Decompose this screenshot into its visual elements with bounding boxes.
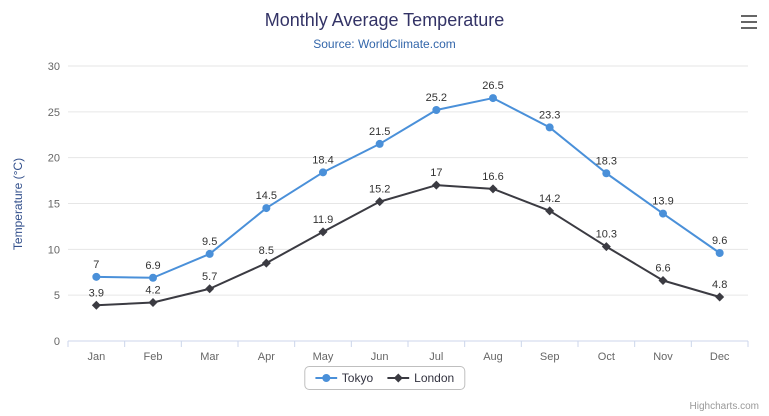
chart-title: Monthly Average Temperature	[264, 10, 505, 30]
x-category-label: Jun	[371, 351, 389, 363]
legend-item-london[interactable]: London	[387, 371, 454, 385]
x-category-label: Apr	[258, 351, 275, 363]
point-marker-tokyo-mar[interactable]	[205, 249, 214, 258]
hamburger-bar	[741, 21, 757, 23]
x-category-label: Oct	[598, 351, 615, 363]
data-label-tokyo-oct: 18.3	[596, 155, 617, 167]
data-label-london-apr: 8.5	[259, 245, 274, 257]
point-marker-tokyo-oct[interactable]	[602, 169, 611, 178]
y-tick-label: 0	[54, 336, 60, 348]
point-marker-tokyo-dec[interactable]	[715, 249, 724, 257]
data-label-tokyo-aug: 26.5	[482, 80, 503, 92]
legend-item-tokyo[interactable]: Tokyo	[314, 371, 374, 385]
x-category-label: Sep	[540, 351, 560, 363]
tokyo-legend-marker-icon	[314, 374, 337, 382]
point-marker-tokyo-aug[interactable]	[489, 94, 497, 103]
y-axis-title: Temperature (°C)	[11, 157, 25, 251]
data-label-tokyo-jan: 7	[93, 259, 99, 271]
credits-link[interactable]: Highcharts.com	[689, 401, 759, 412]
data-label-tokyo-dec: 9.6	[712, 235, 727, 247]
point-marker-tokyo-nov[interactable]	[659, 209, 667, 218]
y-tick-label: 25	[48, 107, 60, 119]
point-marker-london-nov[interactable]	[658, 276, 668, 285]
point-marker-tokyo-feb[interactable]	[149, 273, 157, 282]
x-category-label: Nov	[653, 351, 673, 363]
data-label-tokyo-sep: 23.3	[539, 109, 560, 121]
hamburger-menu-icon[interactable]	[741, 13, 757, 31]
point-marker-london-feb[interactable]	[148, 298, 158, 307]
point-marker-london-mar[interactable]	[205, 284, 215, 294]
data-label-tokyo-apr: 14.5	[256, 190, 277, 202]
legend-label-london: London	[414, 371, 455, 385]
point-marker-london-jun[interactable]	[375, 197, 385, 207]
data-label-london-aug: 16.6	[482, 171, 503, 183]
data-label-london-sep: 14.2	[539, 193, 560, 205]
london-legend-marker-icon	[387, 373, 410, 383]
hamburger-bar	[741, 27, 757, 29]
point-marker-london-jul[interactable]	[431, 180, 441, 190]
point-marker-london-dec[interactable]	[715, 292, 725, 302]
data-label-london-feb: 4.2	[145, 285, 160, 297]
data-label-london-may: 11.9	[313, 214, 334, 226]
x-category-label: Feb	[144, 351, 163, 363]
point-marker-tokyo-sep[interactable]	[545, 123, 554, 132]
data-label-london-dec: 4.8	[712, 279, 727, 291]
point-marker-london-may[interactable]	[318, 227, 328, 237]
x-category-label: Mar	[200, 351, 219, 363]
series-line-tokyo	[95, 97, 721, 279]
y-tick-label: 30	[48, 61, 60, 73]
data-label-london-jul: 17	[430, 167, 442, 179]
data-label-tokyo-feb: 6.9	[145, 260, 160, 272]
data-label-tokyo-jun: 21.5	[369, 126, 390, 138]
data-label-london-mar: 5.7	[202, 271, 217, 283]
x-category-label: May	[313, 351, 334, 363]
x-category-label: Dec	[710, 351, 730, 363]
series-line-london	[95, 184, 721, 307]
data-label-tokyo-may: 18.4	[312, 154, 333, 166]
data-label-london-jun: 15.2	[369, 184, 390, 196]
point-marker-tokyo-jul[interactable]	[432, 106, 441, 114]
point-marker-london-sep[interactable]	[545, 206, 555, 216]
legend-label-tokyo: Tokyo	[341, 371, 374, 385]
chart-subtitle: Source: WorldClimate.com	[313, 37, 456, 51]
point-marker-tokyo-apr[interactable]	[262, 204, 271, 213]
data-label-london-jan: 3.9	[89, 287, 104, 299]
data-label-london-oct: 10.3	[596, 229, 617, 241]
y-tick-label: 10	[48, 244, 60, 256]
point-marker-tokyo-may[interactable]	[319, 168, 327, 177]
x-category-label: Aug	[483, 351, 503, 363]
data-label-tokyo-nov: 13.9	[652, 196, 673, 208]
hamburger-bar	[741, 15, 757, 17]
point-marker-london-jan[interactable]	[91, 300, 101, 310]
data-label-tokyo-mar: 9.5	[202, 236, 217, 248]
data-label-london-nov: 6.6	[655, 263, 670, 275]
y-tick-label: 15	[48, 199, 60, 211]
y-tick-label: 20	[48, 153, 60, 165]
point-marker-london-aug[interactable]	[488, 184, 498, 194]
x-category-label: Jan	[87, 351, 105, 363]
point-marker-tokyo-jun[interactable]	[375, 139, 384, 148]
point-marker-london-apr[interactable]	[261, 258, 271, 268]
point-marker-tokyo-jan[interactable]	[92, 272, 101, 281]
point-marker-london-oct[interactable]	[601, 242, 611, 252]
data-label-tokyo-jul: 25.2	[426, 92, 447, 104]
x-category-label: Jul	[429, 351, 443, 363]
legend: Tokyo London	[303, 366, 466, 390]
y-tick-label: 5	[54, 290, 60, 302]
